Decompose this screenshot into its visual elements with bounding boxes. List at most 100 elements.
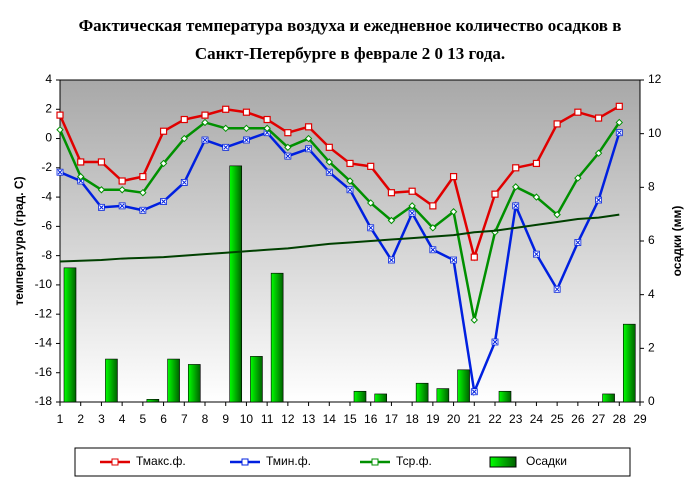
marker [77, 172, 85, 181]
marker [284, 129, 292, 137]
x-tick-label: 4 [119, 412, 126, 426]
bar [167, 358, 180, 403]
marker [159, 127, 168, 135]
marker [512, 183, 520, 191]
y-tick-label: 0 [45, 131, 52, 145]
marker [449, 208, 458, 216]
x-tick-label: 24 [530, 412, 544, 426]
x-tick-label: 12 [281, 412, 295, 426]
line [59, 131, 621, 397]
bar [602, 393, 615, 403]
marker-x [285, 153, 291, 159]
marker-x [78, 178, 84, 184]
marker [470, 253, 478, 261]
marker [139, 173, 147, 181]
marker [594, 114, 603, 122]
y-tick-label: -4 [41, 189, 52, 203]
y2-tick-label: 4 [648, 287, 655, 301]
bar [622, 323, 636, 403]
x-tick-label: 2 [77, 412, 84, 426]
legend-marker [371, 458, 379, 466]
marker-x [264, 130, 270, 136]
line [58, 105, 620, 262]
bar [374, 393, 388, 403]
marker [304, 134, 313, 143]
line [59, 213, 620, 263]
marker-x [575, 240, 581, 245]
bar [229, 165, 243, 403]
bar [187, 364, 201, 403]
marker-x [223, 144, 229, 150]
marker [387, 189, 396, 197]
marker-x [513, 203, 519, 209]
marker [263, 115, 271, 124]
legend-label: Осадки [526, 454, 567, 468]
marker [574, 108, 582, 116]
x-tick-label: 14 [323, 412, 337, 426]
marker-x [202, 137, 208, 143]
x-tick-label: 19 [426, 412, 440, 426]
x-tick-label: 5 [140, 412, 147, 426]
legend-marker [111, 458, 119, 466]
x-tick-label: 22 [488, 412, 502, 426]
marker [118, 177, 126, 185]
marker [159, 159, 168, 168]
x-tick-label: 10 [240, 412, 254, 426]
bar [353, 390, 367, 403]
marker [222, 105, 230, 113]
marker-x [368, 225, 374, 231]
legend-label: Тср.ф. [396, 454, 432, 468]
x-tick-label: 7 [181, 412, 188, 426]
x-tick-label: 11 [261, 412, 274, 426]
marker [532, 159, 541, 168]
marker [242, 124, 251, 133]
bar [250, 356, 263, 403]
marker-x [57, 169, 63, 175]
legend-marker [241, 458, 249, 466]
marker [325, 158, 333, 166]
bar [270, 272, 284, 403]
legend-label: Тмакс.ф. [136, 454, 186, 468]
marker [304, 123, 313, 131]
y-tick-label: -18 [35, 394, 53, 408]
marker [532, 193, 541, 201]
marker [429, 202, 437, 210]
marker [97, 186, 106, 194]
marker-x [326, 169, 332, 175]
chart-title: Фактическая температура воздуха и ежедне… [78, 16, 622, 63]
x-tick-label: 29 [633, 412, 647, 426]
y-tick-label: -6 [41, 219, 52, 233]
marker [180, 134, 188, 143]
marker-x [616, 130, 622, 136]
y-tick-label: 4 [45, 72, 52, 86]
marker [408, 202, 416, 210]
marker-x [451, 257, 456, 263]
marker [346, 177, 354, 185]
y2-tick-label: 2 [648, 341, 655, 355]
x-tick-label: 9 [222, 412, 229, 426]
marker [97, 158, 106, 166]
x-tick-label: 20 [447, 412, 461, 426]
x-tick-label: 17 [385, 412, 399, 426]
legend [74, 447, 631, 477]
y-tick-label: 2 [45, 101, 52, 115]
y-axis-label: температура (град. С) [12, 176, 26, 305]
marker-x [244, 137, 249, 143]
y2-tick-label: 6 [648, 233, 655, 247]
marker-x [389, 257, 394, 263]
marker [615, 118, 623, 127]
marker [56, 111, 64, 119]
x-tick-label: 15 [343, 412, 357, 426]
marker [201, 111, 209, 119]
legend-label: Тмин.ф. [266, 454, 311, 468]
marker [512, 164, 520, 172]
marker [263, 124, 271, 133]
marker [346, 159, 354, 168]
y2-tick-label: 0 [648, 394, 655, 408]
x-tick-label: 8 [202, 412, 209, 426]
marker-x [554, 286, 560, 292]
line [58, 121, 621, 321]
marker [284, 143, 292, 152]
x-tick-label: 6 [160, 412, 167, 426]
